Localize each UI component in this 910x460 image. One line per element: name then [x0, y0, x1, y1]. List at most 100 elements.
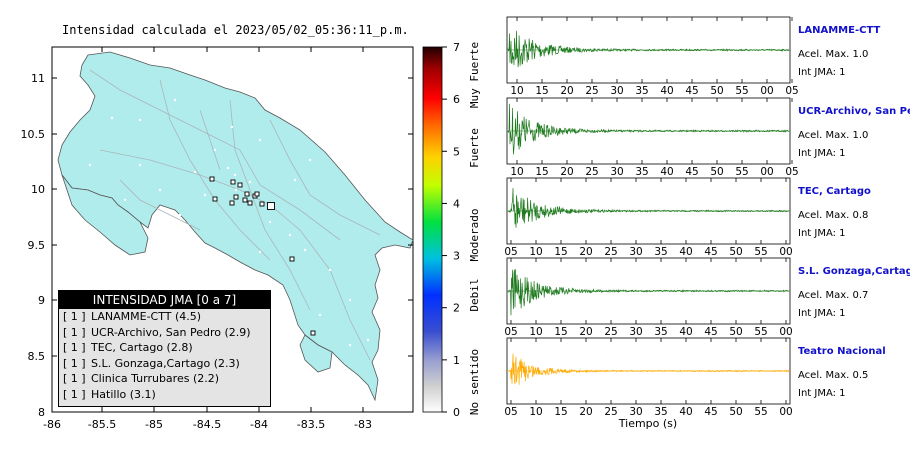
station-name: LANAMME-CTT: [798, 25, 880, 36]
wave-x-tick-label: 55: [735, 166, 748, 178]
wave-x-tick-label: 15: [554, 246, 567, 258]
map-y-tick-label: 10.5: [21, 128, 46, 141]
wave-x-tick-label: 40: [660, 166, 673, 178]
station-marker: [259, 201, 265, 207]
colorbar-label: Fuerte: [468, 128, 481, 168]
reference-dot: [303, 248, 307, 252]
wave-x-tick-label: 25: [585, 85, 598, 97]
wave-x-tick-label: 40: [660, 85, 673, 97]
wave-x-tick-label: 50: [710, 166, 723, 178]
colorbar-tick-label: 7: [453, 41, 460, 54]
wave-x-tick-label: 55: [754, 406, 767, 418]
reference-dot: [258, 250, 262, 254]
legend-title: INTENSIDAD JMA [0 a 7]: [59, 291, 270, 309]
legend-rows: [ 1 ] LANAMME-CTT (4.5) [ 1 ] UCR-Archivo, …: [59, 309, 270, 402]
wave-x-tick-label: 05: [785, 85, 798, 97]
reference-dot: [318, 313, 322, 317]
wave-x-tick-label: 50: [729, 326, 742, 338]
legend-row: [ 1 ] UCR-Archivo, San Pedro (2.9): [59, 325, 270, 341]
legend-row: [ 1 ] Hatillo (3.1): [59, 387, 270, 403]
colorbar-labels: Muy Fuerte Fuerte Moderado Debil No sentido: [468, 42, 481, 415]
reference-dot: [193, 170, 197, 174]
wave-x-tick-label: 10: [529, 406, 542, 418]
legend-row: [ 1 ] S.L. Gonzaga,Cartago (2.3): [59, 356, 270, 372]
waveform-panel: 05 10 15 20 25 30 35 40 45 50 55 00 Teatro Nacional A…: [504, 337, 886, 418]
map-x-tick-label: -84: [250, 418, 268, 431]
map-x-tick-label: -84.5: [193, 418, 221, 431]
map-y-axis: 11 10.5 10 9.5 9 8.5 8: [21, 72, 413, 419]
colorbar-label: No sentido: [468, 349, 481, 415]
map-x-tick-label: -85: [145, 418, 163, 431]
wave-x-tick-label: 50: [729, 246, 742, 258]
colorbar-tick-label: 3: [453, 250, 460, 263]
station-marker: [229, 200, 235, 206]
map-x-tick-label: -86: [43, 418, 61, 431]
colorbar: [422, 46, 443, 413]
station-name: TEC, Cartago: [798, 186, 871, 197]
reference-dot: [138, 163, 142, 167]
wave-x-tick-label: 30: [629, 406, 642, 418]
wave-x-tick-label: 10: [510, 166, 523, 178]
acel-max-label: Acel. Max. 1.0: [798, 130, 868, 141]
colorbar-tick-label: 6: [453, 93, 460, 106]
wave-x-tick-label: 30: [610, 85, 623, 97]
wave-x-tick-label: 25: [604, 406, 617, 418]
waveform-panel: 05 10 15 20 25 30 35 40 45 50 55 00 S.L. Gonzaga,Car…: [504, 257, 910, 338]
map-x-tick-label: -83: [354, 418, 372, 431]
legend-row: [ 1 ] TEC, Cartago (2.8): [59, 340, 270, 356]
legend-station-text: UCR-Archivo, San Pedro (2.9): [91, 325, 251, 339]
reference-dot: [308, 158, 312, 162]
legend-station-text: LANAMME-CTT (4.5): [91, 310, 202, 323]
legend-jma-value: [ 1 ]: [63, 387, 86, 401]
colorbar-tick-label: 0: [453, 406, 460, 419]
acel-max-label: Acel. Max. 1.0: [798, 49, 868, 60]
reference-dot: [230, 125, 234, 129]
map-title: Intensidad calculada el 2023/05/02_05:36…: [62, 23, 409, 37]
station-marker: [233, 194, 239, 200]
station-marker: [209, 176, 215, 182]
reference-points: [88, 98, 370, 347]
intensity-legend: INTENSIDAD JMA [0 a 7] [ 1 ] LANAMME-CTT …: [58, 290, 271, 407]
wave-x-tick-label: 35: [635, 166, 648, 178]
int-jma-label: Int JMA: 1: [798, 228, 846, 239]
legend-jma-value: [ 1 ]: [63, 372, 86, 385]
wave-x-tick-label: 30: [629, 246, 642, 258]
acel-max-label: Acel. Max. 0.5: [798, 370, 868, 381]
legend-jma-value: [ 1 ]: [63, 310, 86, 323]
reference-dot: [138, 118, 142, 122]
reference-dot: [348, 343, 352, 347]
wave-x-tick-label: 00: [760, 166, 773, 178]
legend-jma-value: [ 1 ]: [63, 356, 86, 370]
station-name: Teatro Nacional: [798, 346, 886, 357]
station-marker: [247, 200, 253, 206]
wave-x-tick-label: 30: [629, 326, 642, 338]
wave-x-tick-label: 10: [529, 326, 542, 338]
wave-x-tick-label: 45: [685, 166, 698, 178]
colorbar-label: Moderado: [468, 209, 481, 262]
reference-dot: [178, 213, 182, 217]
colorbar-tick-label: 5: [453, 145, 460, 158]
colorbar-tick-label: 4: [453, 197, 460, 210]
wave-x-tick-label: 45: [704, 406, 717, 418]
wave-x-tick-label: 00: [760, 85, 773, 97]
map-x-tick-label: -85.5: [88, 418, 116, 431]
station-marker: [267, 202, 275, 210]
wave-x-tick-label: 05: [504, 326, 517, 338]
acel-max-label: Acel. Max. 0.7: [798, 290, 868, 301]
wave-x-tick-label: 30: [610, 166, 623, 178]
waveform-panel: 05 10 15 20 25 30 35 40 45 50 55 00 TEC, Cartago Acel…: [504, 177, 871, 258]
acel-max-label: Acel. Max. 0.8: [798, 210, 868, 221]
wave-x-tick-label: 20: [579, 406, 592, 418]
reference-dot: [203, 193, 207, 197]
colorbar-tick-label: 1: [453, 354, 460, 367]
reference-dot: [248, 180, 252, 184]
station-marker: [242, 197, 248, 203]
reference-dot: [348, 298, 352, 302]
wave-x-tick-label: 45: [704, 326, 717, 338]
wave-x-tick-label: 55: [735, 85, 748, 97]
wave-x-tick-label: 25: [604, 326, 617, 338]
map-x-axis: -86 -85.5 -85 -84.5 -84 -83.5 -83: [43, 47, 372, 431]
map-y-tick-label: 11: [31, 72, 45, 85]
colorbar-label: Debil: [468, 278, 481, 311]
